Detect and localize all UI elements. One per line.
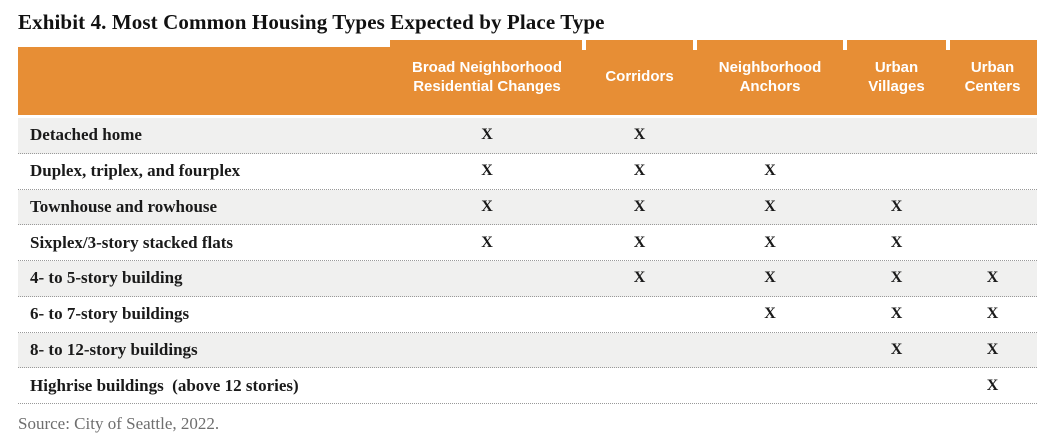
mark-cell-x: X: [764, 162, 776, 180]
mark-cell-x: X: [890, 269, 903, 287]
mark-cell-x: X: [633, 197, 646, 215]
exhibit-title: Exhibit 4. Most Common Housing Types Exp…: [18, 10, 605, 34]
source-note: Source: City of Seattle, 2022.: [18, 414, 220, 433]
column-header-neighborhood-anchors: Neighborhood Anchors: [718, 58, 822, 95]
mark-cell-x: X: [481, 162, 493, 180]
mark-cell-x: X: [481, 197, 493, 215]
table-row: 6- to 7-story buildings X X X: [18, 297, 1037, 333]
mark-cell-x: X: [633, 162, 646, 180]
mark-cell-x: X: [986, 340, 999, 358]
header-column-divider: [582, 40, 586, 50]
mark-cell-x: X: [764, 305, 776, 323]
table-row: Duplex, triplex, and fourplex X X X: [18, 154, 1037, 190]
row-label: Townhouse and rowhouse: [30, 196, 218, 216]
table-row: Highrise buildings (above 12 stories) X: [18, 368, 1037, 404]
table-row: 8- to 12-story buildings X X: [18, 332, 1037, 369]
row-label: Highrise buildings (above 12 stories): [30, 375, 299, 395]
mark-cell-x: X: [633, 269, 646, 287]
header-spacer-cell: [18, 40, 390, 115]
mark-cell-x: X: [481, 126, 493, 144]
mark-cell-x: X: [633, 233, 646, 251]
table-row: Townhouse and rowhouse X X X X: [18, 189, 1037, 226]
mark-cell-x: X: [890, 340, 903, 358]
row-label: 6- to 7-story buildings: [30, 304, 190, 324]
column-header-urban-villages: Urban Villages: [868, 58, 925, 95]
row-label: 4- to 5-story building: [30, 268, 183, 288]
mark-cell-x: X: [764, 233, 776, 251]
mark-cell-x: X: [890, 305, 903, 323]
mark-cell-x: X: [764, 269, 776, 287]
table-row: Sixplex/3-story stacked flats X X X X: [18, 225, 1037, 261]
column-header-corridors: Corridors: [605, 68, 674, 86]
row-label: Detached home: [30, 125, 142, 145]
mark-cell-x: X: [633, 126, 646, 144]
mark-cell-x: X: [986, 269, 999, 287]
mark-cell-x: X: [890, 233, 903, 251]
column-header-broad-neighborhood: Broad Neighborhood Residential Changes: [412, 58, 562, 95]
header-column-divider: [946, 40, 950, 50]
row-label: Duplex, triplex, and fourplex: [30, 161, 241, 181]
table-header-row: Broad Neighborhood Residential Changes C…: [18, 40, 1037, 115]
mark-cell-x: X: [890, 197, 903, 215]
mark-cell-x: X: [481, 233, 493, 251]
row-label: 8- to 12-story buildings: [30, 339, 198, 359]
mark-cell-x: X: [986, 305, 999, 323]
header-column-divider: [843, 40, 847, 50]
column-header-urban-centers: Urban Centers: [964, 58, 1021, 95]
row-label: Sixplex/3-story stacked flats: [30, 232, 234, 252]
mark-cell-x: X: [764, 197, 776, 215]
housing-types-table: Broad Neighborhood Residential Changes C…: [18, 40, 1037, 404]
header-top-white-strip: [18, 40, 390, 47]
header-column-divider: [693, 40, 697, 50]
mark-cell-x: X: [986, 376, 999, 394]
table-row: 4- to 5-story building X X X X: [18, 261, 1037, 297]
table-body: Detached home X X Duplex, triplex, and four…: [18, 118, 1037, 404]
table-row: Detached home X X: [18, 118, 1037, 154]
